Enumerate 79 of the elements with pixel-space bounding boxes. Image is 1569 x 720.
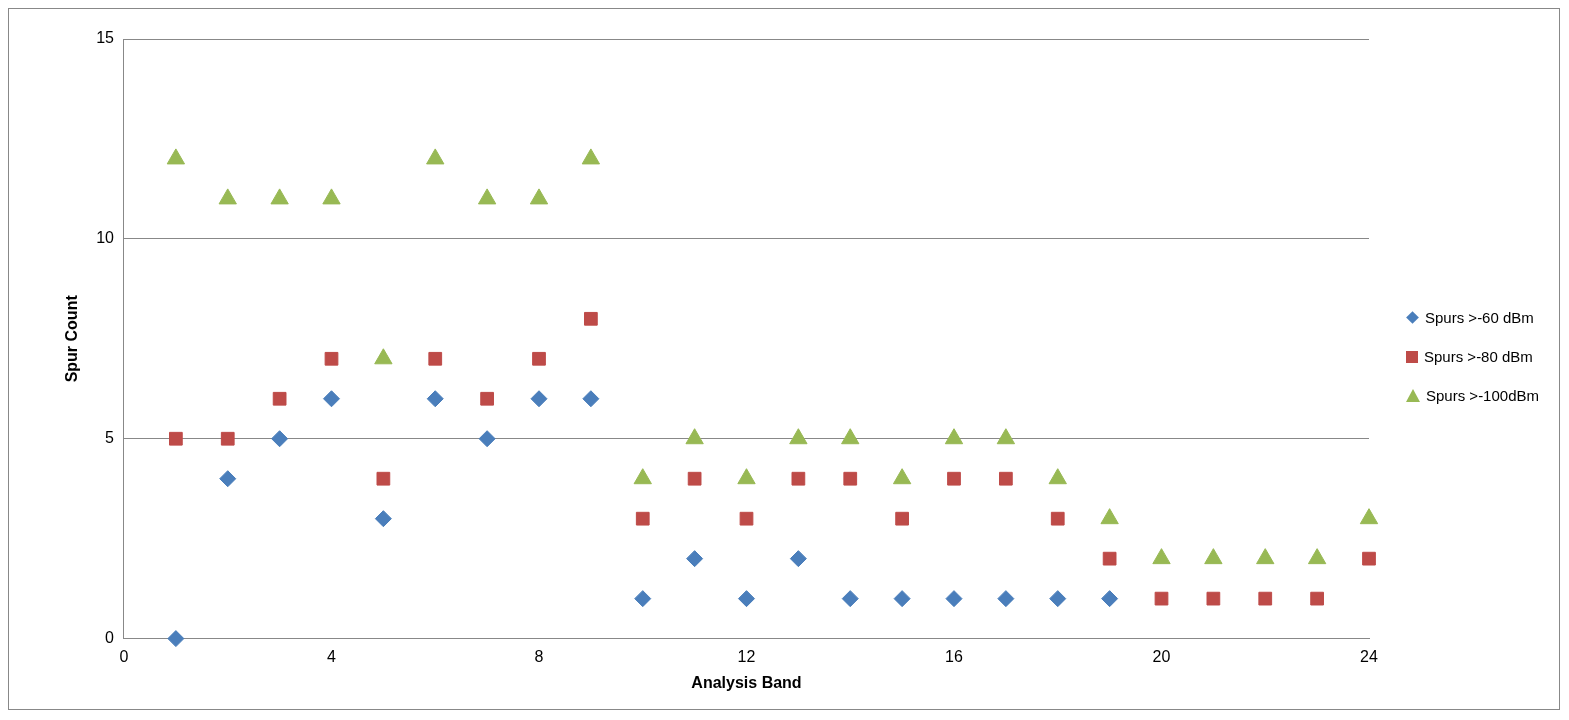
point: [944, 428, 964, 445]
point: [1258, 591, 1273, 606]
point: [478, 430, 496, 448]
x-tick-label: 4: [327, 647, 337, 665]
point: [841, 428, 860, 445]
point: [426, 390, 444, 408]
x-tick-label: 12: [737, 647, 756, 665]
point: [893, 590, 911, 608]
y-axis-title: Spur Count: [63, 294, 81, 383]
point: [738, 590, 755, 608]
y-tick-label: 5: [105, 429, 115, 447]
point: [997, 590, 1015, 608]
point: [376, 471, 391, 486]
point: [532, 351, 546, 366]
point: [1362, 551, 1376, 566]
y-tick-label: 10: [96, 229, 115, 247]
y-tick-label: 0: [105, 629, 115, 647]
point: [945, 590, 963, 608]
point: [167, 630, 185, 648]
x-tick-label: 16: [945, 647, 963, 665]
point: [892, 468, 912, 485]
point: [1154, 591, 1169, 606]
legend-label: Spurs >-60 dBm: [1425, 309, 1534, 326]
point: [1102, 551, 1117, 566]
point: [1359, 508, 1379, 525]
point: [1049, 590, 1067, 608]
point: [895, 511, 909, 526]
point: [428, 351, 443, 366]
point: [947, 471, 961, 486]
x-tick-label: 8: [534, 647, 544, 665]
point: [841, 590, 859, 608]
point: [633, 468, 652, 485]
point: [739, 511, 754, 526]
point: [374, 510, 392, 528]
point: [218, 188, 237, 205]
y-tick-label: 15: [96, 29, 115, 47]
point: [166, 148, 186, 165]
point: [270, 188, 289, 205]
point: [1310, 591, 1324, 606]
point: [791, 471, 806, 486]
point: [737, 468, 756, 485]
point: [582, 390, 600, 408]
point: [1050, 511, 1065, 526]
point: [1048, 468, 1067, 485]
point: [789, 428, 808, 445]
point: [581, 148, 601, 165]
point: [219, 470, 237, 488]
point: [584, 311, 598, 326]
point: [477, 188, 497, 205]
x-tick-label: 20: [1152, 647, 1171, 665]
point: [426, 148, 445, 165]
point: [220, 431, 235, 446]
point: [686, 550, 704, 568]
point: [687, 471, 702, 486]
legend-label: Spurs >-80 dBm: [1424, 348, 1533, 365]
point: [480, 391, 494, 406]
x-tick-label: 24: [1360, 647, 1378, 665]
point: [685, 428, 704, 445]
point: [529, 188, 549, 205]
legend-label: Spurs >-100dBm: [1426, 387, 1539, 404]
point: [996, 428, 1016, 445]
point: [1100, 508, 1119, 525]
point: [1101, 590, 1119, 608]
point: [635, 511, 650, 526]
point: [789, 550, 807, 568]
point: [843, 471, 858, 486]
point: [1206, 591, 1221, 606]
point: [169, 431, 183, 446]
point: [324, 351, 339, 366]
x-tick-label: 0: [119, 647, 129, 665]
point: [530, 390, 548, 408]
x-axis-title: Analysis Band: [691, 673, 802, 691]
point: [322, 188, 341, 205]
point: [374, 348, 393, 365]
point: [271, 430, 289, 448]
point: [323, 390, 340, 408]
point: [272, 391, 287, 406]
point: [999, 471, 1013, 486]
point: [634, 590, 652, 608]
